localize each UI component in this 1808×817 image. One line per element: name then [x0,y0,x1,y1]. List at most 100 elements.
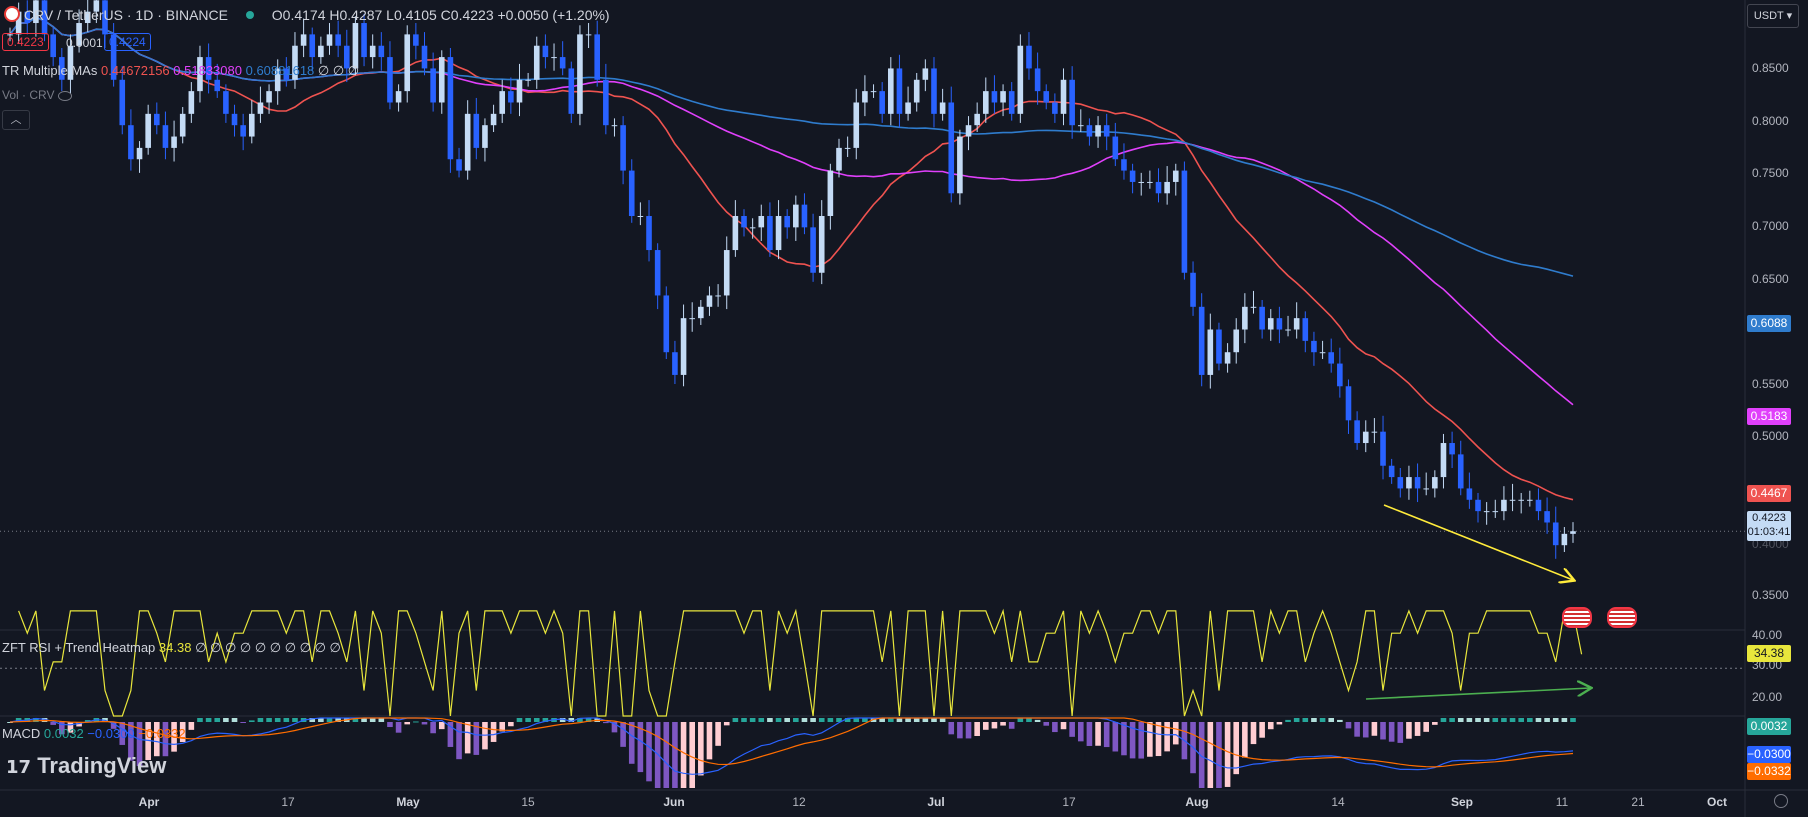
ma3-line [9,16,1574,277]
price-tick: 0.6500 [1752,272,1789,286]
market-status-icon[interactable] [245,11,254,19]
tradingview-logo[interactable]: 𝟭𝟳 TradingView [6,753,166,779]
candle-body [145,113,151,148]
rsi-legend[interactable]: ZFT RSI + Trend Heatmap 34.38 ∅ ∅ ∅ ∅ ∅ … [2,640,341,656]
macd-legend[interactable]: MACD 0.0032 −0.0300 −0.0332 [2,726,186,741]
macd-histogram-bar [827,718,834,722]
macd-histogram-bar [1060,722,1067,730]
bid-box[interactable]: 0.4223 [2,33,49,51]
macd-histogram-bar [533,718,540,722]
crv-logo-icon [4,6,20,22]
candle-body [896,68,903,114]
macd-histogram-bar [413,721,419,723]
candle-body [1138,181,1145,183]
ma-extra-values: ∅ ∅ ∅ [317,63,360,78]
volume-legend[interactable]: Vol · CRV [2,88,72,102]
macd-histogram-bar [1086,722,1093,746]
candle-body [1259,306,1265,330]
macd-histogram-bar [758,718,765,722]
macd-histogram-bar [637,722,644,773]
time-tick: 17 [281,795,295,809]
candle-body [430,68,436,103]
macd-histogram-bar [1535,718,1542,722]
candle-body [1121,159,1127,171]
candle-body [931,68,937,114]
candle-body [698,306,704,319]
macd-histogram-bar [1095,722,1101,746]
macd-histogram-bar [1034,719,1041,722]
candle-body [1570,531,1576,534]
candle-body [404,34,411,92]
candle-body [594,34,601,80]
rsi-tick: 20.00 [1752,690,1783,704]
macd-histogram-bar [1492,718,1499,722]
macd-histogram-bar [1371,722,1378,736]
macd-histogram-bar [1311,718,1317,722]
candle-body [1181,170,1188,273]
macd-histogram-bar [939,718,946,722]
macd-histogram-bar [1138,722,1145,759]
time-tick: 12 [792,795,806,809]
eye-hidden-icon[interactable] [57,90,72,101]
tradingview-logo-icon: 𝟭𝟳 [6,757,32,777]
macd-histogram-bar [1103,722,1110,748]
candle-body [395,91,402,103]
candle-body [957,136,963,194]
symbol-title[interactable]: CRV / TetherUS · 1D · BINANCE [23,7,228,23]
macd-histogram-bar [542,718,549,722]
macd-histogram-bar [991,722,998,729]
macd-histogram-bar [577,718,583,722]
candle-body [318,45,324,58]
macd-histogram-bar [456,722,462,760]
candle-body [516,79,523,103]
candle-body [1216,329,1222,364]
candle-body [1354,420,1360,444]
macd-histogram-bar [499,722,506,732]
candle-body [136,147,143,160]
candle-body [508,91,514,103]
price-tick: 0.7500 [1752,166,1789,180]
candle-body [188,91,195,114]
collapse-legend-button[interactable]: ︿ [2,110,30,130]
rsi-value-tag: 34.38 [1747,645,1791,662]
candle-body [1233,329,1240,353]
macd-histogram-bar [1380,722,1386,740]
candle-body [128,125,134,160]
candle-body [603,79,609,126]
macd-histogram-bar [404,722,411,725]
candle-body [888,68,894,114]
ask-box[interactable]: 0.4224 [104,33,151,51]
us-flag-event-icon[interactable] [1562,607,1592,628]
candle-body [361,23,367,58]
us-flag-event-icon[interactable] [1607,607,1637,628]
candle-body [41,0,48,35]
time-tick: Sep [1450,795,1474,809]
candle-body [991,91,998,103]
candle-body [542,45,549,58]
candle-body [680,318,687,375]
macd-histogram-bar [1008,722,1015,729]
candle-body [309,34,316,58]
candle-body [1302,318,1309,341]
macd-histogram-bar [1440,718,1447,722]
macd-histogram-bar [1172,722,1179,745]
candle-body [870,91,877,93]
macd-histogram-bar [611,722,618,733]
candle-body [231,113,238,126]
candle-body [343,45,350,69]
macd-histogram-bar [1026,718,1032,722]
candle-body [1224,352,1231,364]
macd-histogram-bar [965,722,972,739]
candle-body [119,79,126,126]
macd-histogram-bar [1501,718,1507,722]
candle-body [982,91,989,114]
candle-body [1466,488,1473,500]
settings-gear-icon[interactable] [1774,794,1788,808]
candle-body [1432,477,1438,489]
brand-name: TradingView [37,753,167,778]
ma-legend[interactable]: TR Multiple MAs 0.44672156 0.51833080 0.… [2,63,359,79]
macd-histogram-bar [369,718,376,722]
currency-selector[interactable]: USDT ▾ [1747,4,1799,28]
